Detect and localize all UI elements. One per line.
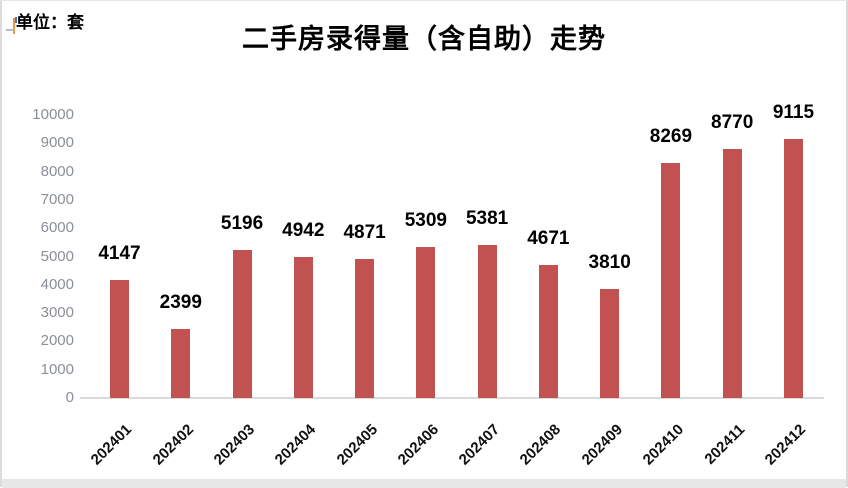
bar (171, 329, 191, 398)
x-tick-label: 202401 (88, 421, 136, 469)
chart-title: 二手房录得量（含自助）走势 (242, 24, 606, 55)
data-label: 4871 (343, 222, 386, 244)
bar (293, 257, 313, 398)
y-tick-label: 7000 (40, 190, 74, 208)
data-label: 8770 (711, 111, 754, 133)
y-tick-label: 10000 (32, 106, 74, 123)
data-label: 4671 (527, 227, 570, 249)
data-label: 9115 (772, 102, 815, 124)
x-tick-label: 202411 (701, 421, 749, 468)
data-label: 2399 (159, 292, 202, 314)
bar (600, 289, 620, 398)
x-tick-label: 202407 (455, 421, 504, 469)
data-label: 5381 (465, 207, 509, 229)
data-label: 4147 (98, 242, 141, 264)
x-tick-label: 202403 (210, 421, 259, 469)
y-tick-label: 9000 (40, 134, 74, 152)
gray-mark-icon (6, 29, 14, 31)
x-tick-label: 202405 (333, 421, 381, 469)
bar (661, 162, 681, 398)
data-label: 8269 (649, 125, 693, 147)
data-label: 3810 (588, 252, 631, 274)
bar (722, 148, 742, 398)
y-tick-label: 8000 (40, 162, 74, 180)
bar (232, 249, 252, 398)
bottom-strip (2, 479, 846, 488)
bar (538, 264, 558, 398)
y-tick-label: 4000 (40, 275, 74, 293)
y-tick-label: 1000 (40, 360, 74, 378)
orange-mark-icon (13, 18, 15, 34)
bar (477, 244, 497, 398)
bar (355, 259, 375, 398)
bar (416, 246, 436, 398)
x-tick-label: 202406 (394, 421, 442, 469)
y-tick-label: 0 (65, 389, 74, 406)
x-axis-line (80, 397, 824, 399)
y-tick-label: 6000 (40, 219, 74, 237)
x-tick-label: 202410 (639, 421, 687, 469)
x-tick-label: 202404 (271, 421, 320, 469)
corner-artifact (2, 1, 22, 41)
y-tick-label: 5000 (40, 247, 74, 265)
data-label: 4942 (282, 220, 325, 242)
y-tick-label: 3000 (40, 304, 74, 322)
bar (783, 139, 803, 398)
x-tick-label: 202409 (578, 421, 626, 469)
unit-label: 单位：套 (16, 13, 84, 33)
y-tick-label: 2000 (40, 332, 74, 350)
x-tick-label: 202408 (516, 421, 565, 469)
data-label: 5196 (220, 212, 264, 234)
data-label: 5309 (404, 209, 447, 231)
blue-mark-icon (15, 17, 17, 23)
bar (110, 279, 129, 398)
x-tick-label: 202412 (762, 421, 810, 469)
x-tick-label: 202402 (149, 421, 197, 469)
